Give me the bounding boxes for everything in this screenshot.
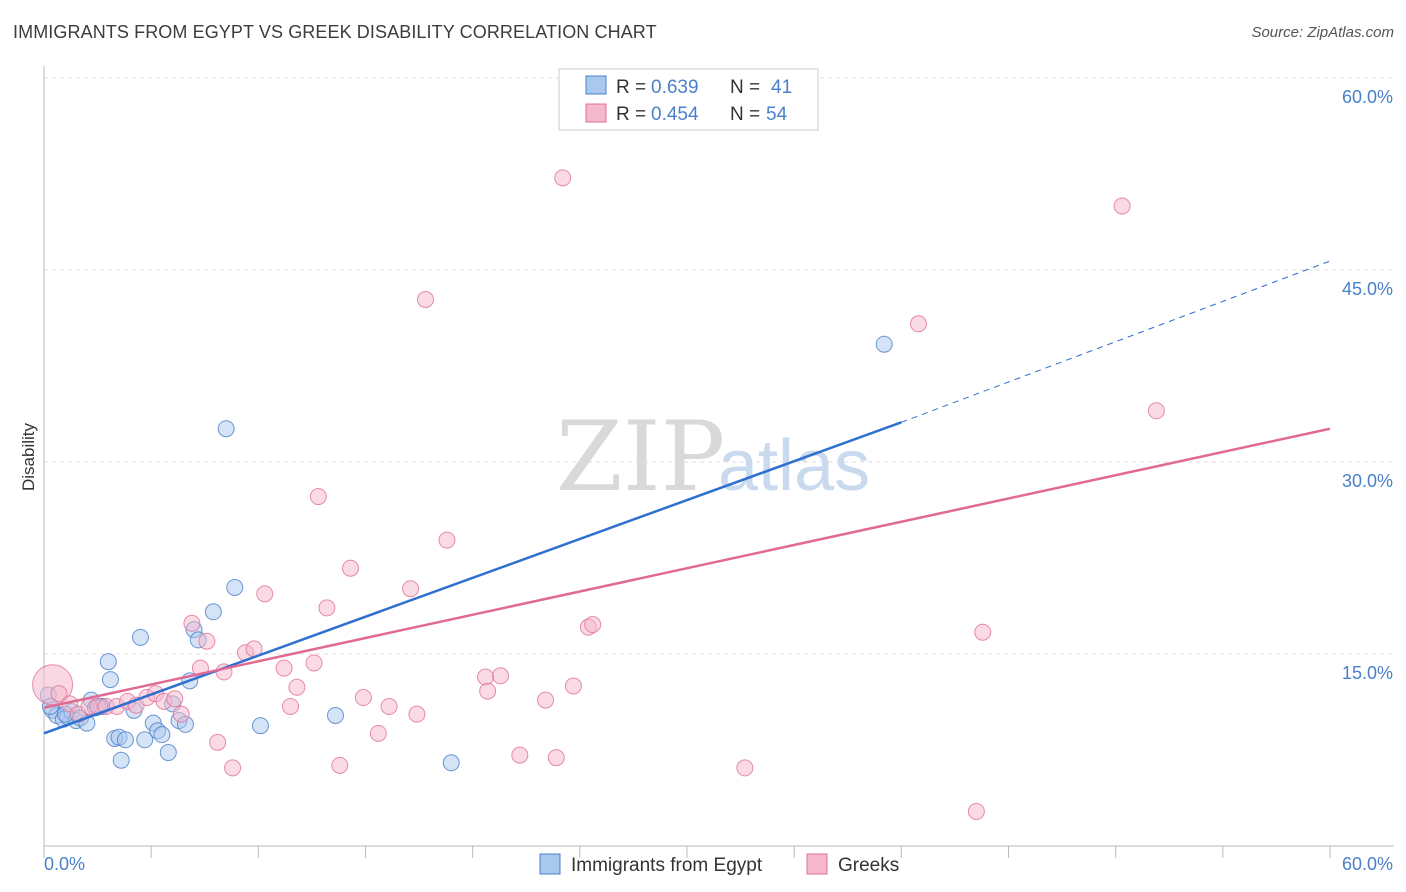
- greeks-trend-line: [43, 427, 1331, 709]
- greeks-point: [166, 690, 184, 708]
- greeks-point: [974, 623, 992, 641]
- egypt-trend-line: [43, 421, 902, 735]
- greeks-point: [554, 169, 572, 187]
- greeks-point: [198, 632, 216, 650]
- series-legend-label-greeks: Greeks: [838, 855, 899, 876]
- egypt-point: [875, 335, 893, 353]
- greeks-point: [50, 685, 68, 703]
- stats-legend: R = 0.639 N = 41 R = 0.454 N = 54: [558, 68, 819, 131]
- legend-swatch-greeks: [585, 103, 607, 123]
- watermark-zip: ZIP: [556, 401, 725, 513]
- egypt-point: [204, 603, 222, 621]
- greeks-point: [305, 654, 323, 672]
- egypt-point: [442, 754, 460, 772]
- greeks-point: [275, 659, 293, 677]
- egypt-point: [101, 671, 119, 689]
- legend-r-value-egypt: 0.639: [651, 77, 699, 98]
- legend-n-value-egypt: 41: [771, 77, 792, 98]
- egypt-point: [99, 653, 117, 671]
- egypt-point: [217, 420, 235, 438]
- y-tick-label: 45.0%: [1342, 279, 1393, 299]
- legend-n-label-greeks: N =: [730, 104, 760, 125]
- legend-r-label-egypt: R =: [616, 77, 646, 98]
- greeks-point: [511, 746, 529, 764]
- greeks-point: [417, 290, 435, 308]
- greeks-point: [564, 677, 582, 695]
- series-legend: Immigrants from Egypt Greeks: [539, 853, 899, 876]
- greeks-point: [909, 315, 927, 333]
- greeks-point: [547, 749, 565, 767]
- greeks-point: [224, 759, 242, 777]
- greeks-point: [369, 724, 387, 742]
- greeks-point: [172, 705, 190, 723]
- y-tick-label: 30.0%: [1342, 471, 1393, 491]
- greeks-point: [408, 705, 426, 723]
- legend-swatch-egypt: [585, 75, 607, 95]
- grid-lines: [44, 77, 1394, 655]
- greeks-point: [402, 580, 420, 598]
- greeks-point: [1113, 197, 1131, 215]
- source-credit: Source: ZipAtlas.com: [1251, 24, 1394, 41]
- series-legend-label-egypt: Immigrants from Egypt: [571, 855, 763, 876]
- egypt-point: [112, 751, 130, 769]
- egypt-point: [226, 578, 244, 596]
- legend-n-value-greeks: 54: [766, 104, 788, 125]
- greeks-point: [736, 759, 754, 777]
- x-ticks: [43, 846, 1331, 858]
- chart-title: IMMIGRANTS FROM EGYPT VS GREEK DISABILIT…: [13, 22, 657, 42]
- greeks-point: [209, 733, 227, 751]
- greeks-point: [967, 802, 985, 820]
- greeks-point: [537, 691, 555, 709]
- egypt-trend-line-extension: [901, 260, 1331, 423]
- greeks-point: [309, 488, 327, 506]
- legend-r-value-greeks: 0.454: [651, 104, 699, 125]
- legend-r-label-greeks: R =: [616, 104, 646, 125]
- greeks-point: [318, 599, 336, 617]
- egypt-point: [251, 717, 269, 735]
- greeks-point: [354, 689, 372, 707]
- series-legend-swatch-egypt: [539, 853, 561, 875]
- egypt-point: [326, 706, 344, 724]
- y-tick-label: 60.0%: [1342, 87, 1393, 107]
- egypt-point: [159, 744, 177, 762]
- x-tick-label-min: 0.0%: [44, 854, 85, 874]
- y-axis-title: Disability: [19, 422, 38, 491]
- x-tick-label-max: 60.0%: [1342, 854, 1393, 874]
- greeks-point: [479, 682, 497, 700]
- greeks-point: [341, 559, 359, 577]
- axes: [43, 66, 1394, 847]
- y-tick-labels: 15.0% 30.0% 45.0% 60.0%: [1342, 87, 1393, 683]
- greeks-point: [477, 668, 495, 686]
- egypt-point: [116, 731, 134, 749]
- greeks-point: [380, 697, 398, 715]
- egypt-point: [136, 731, 154, 749]
- greeks-point: [288, 678, 306, 696]
- trend-lines: [43, 260, 1331, 735]
- greeks-point: [492, 667, 510, 685]
- egypt-point: [153, 726, 171, 744]
- watermark-atlas: atlas: [718, 426, 870, 506]
- greeks-point: [281, 697, 299, 715]
- greeks-point: [331, 756, 349, 774]
- greeks-point: [584, 616, 602, 634]
- greeks-point: [438, 531, 456, 549]
- greeks-point: [256, 585, 274, 603]
- greeks-point: [1147, 402, 1165, 420]
- greeks-point: [183, 614, 201, 632]
- legend-n-label-egypt: N =: [730, 77, 760, 98]
- egypt-point: [131, 628, 149, 646]
- series-legend-swatch-greeks: [806, 853, 828, 875]
- y-tick-label: 15.0%: [1342, 663, 1393, 683]
